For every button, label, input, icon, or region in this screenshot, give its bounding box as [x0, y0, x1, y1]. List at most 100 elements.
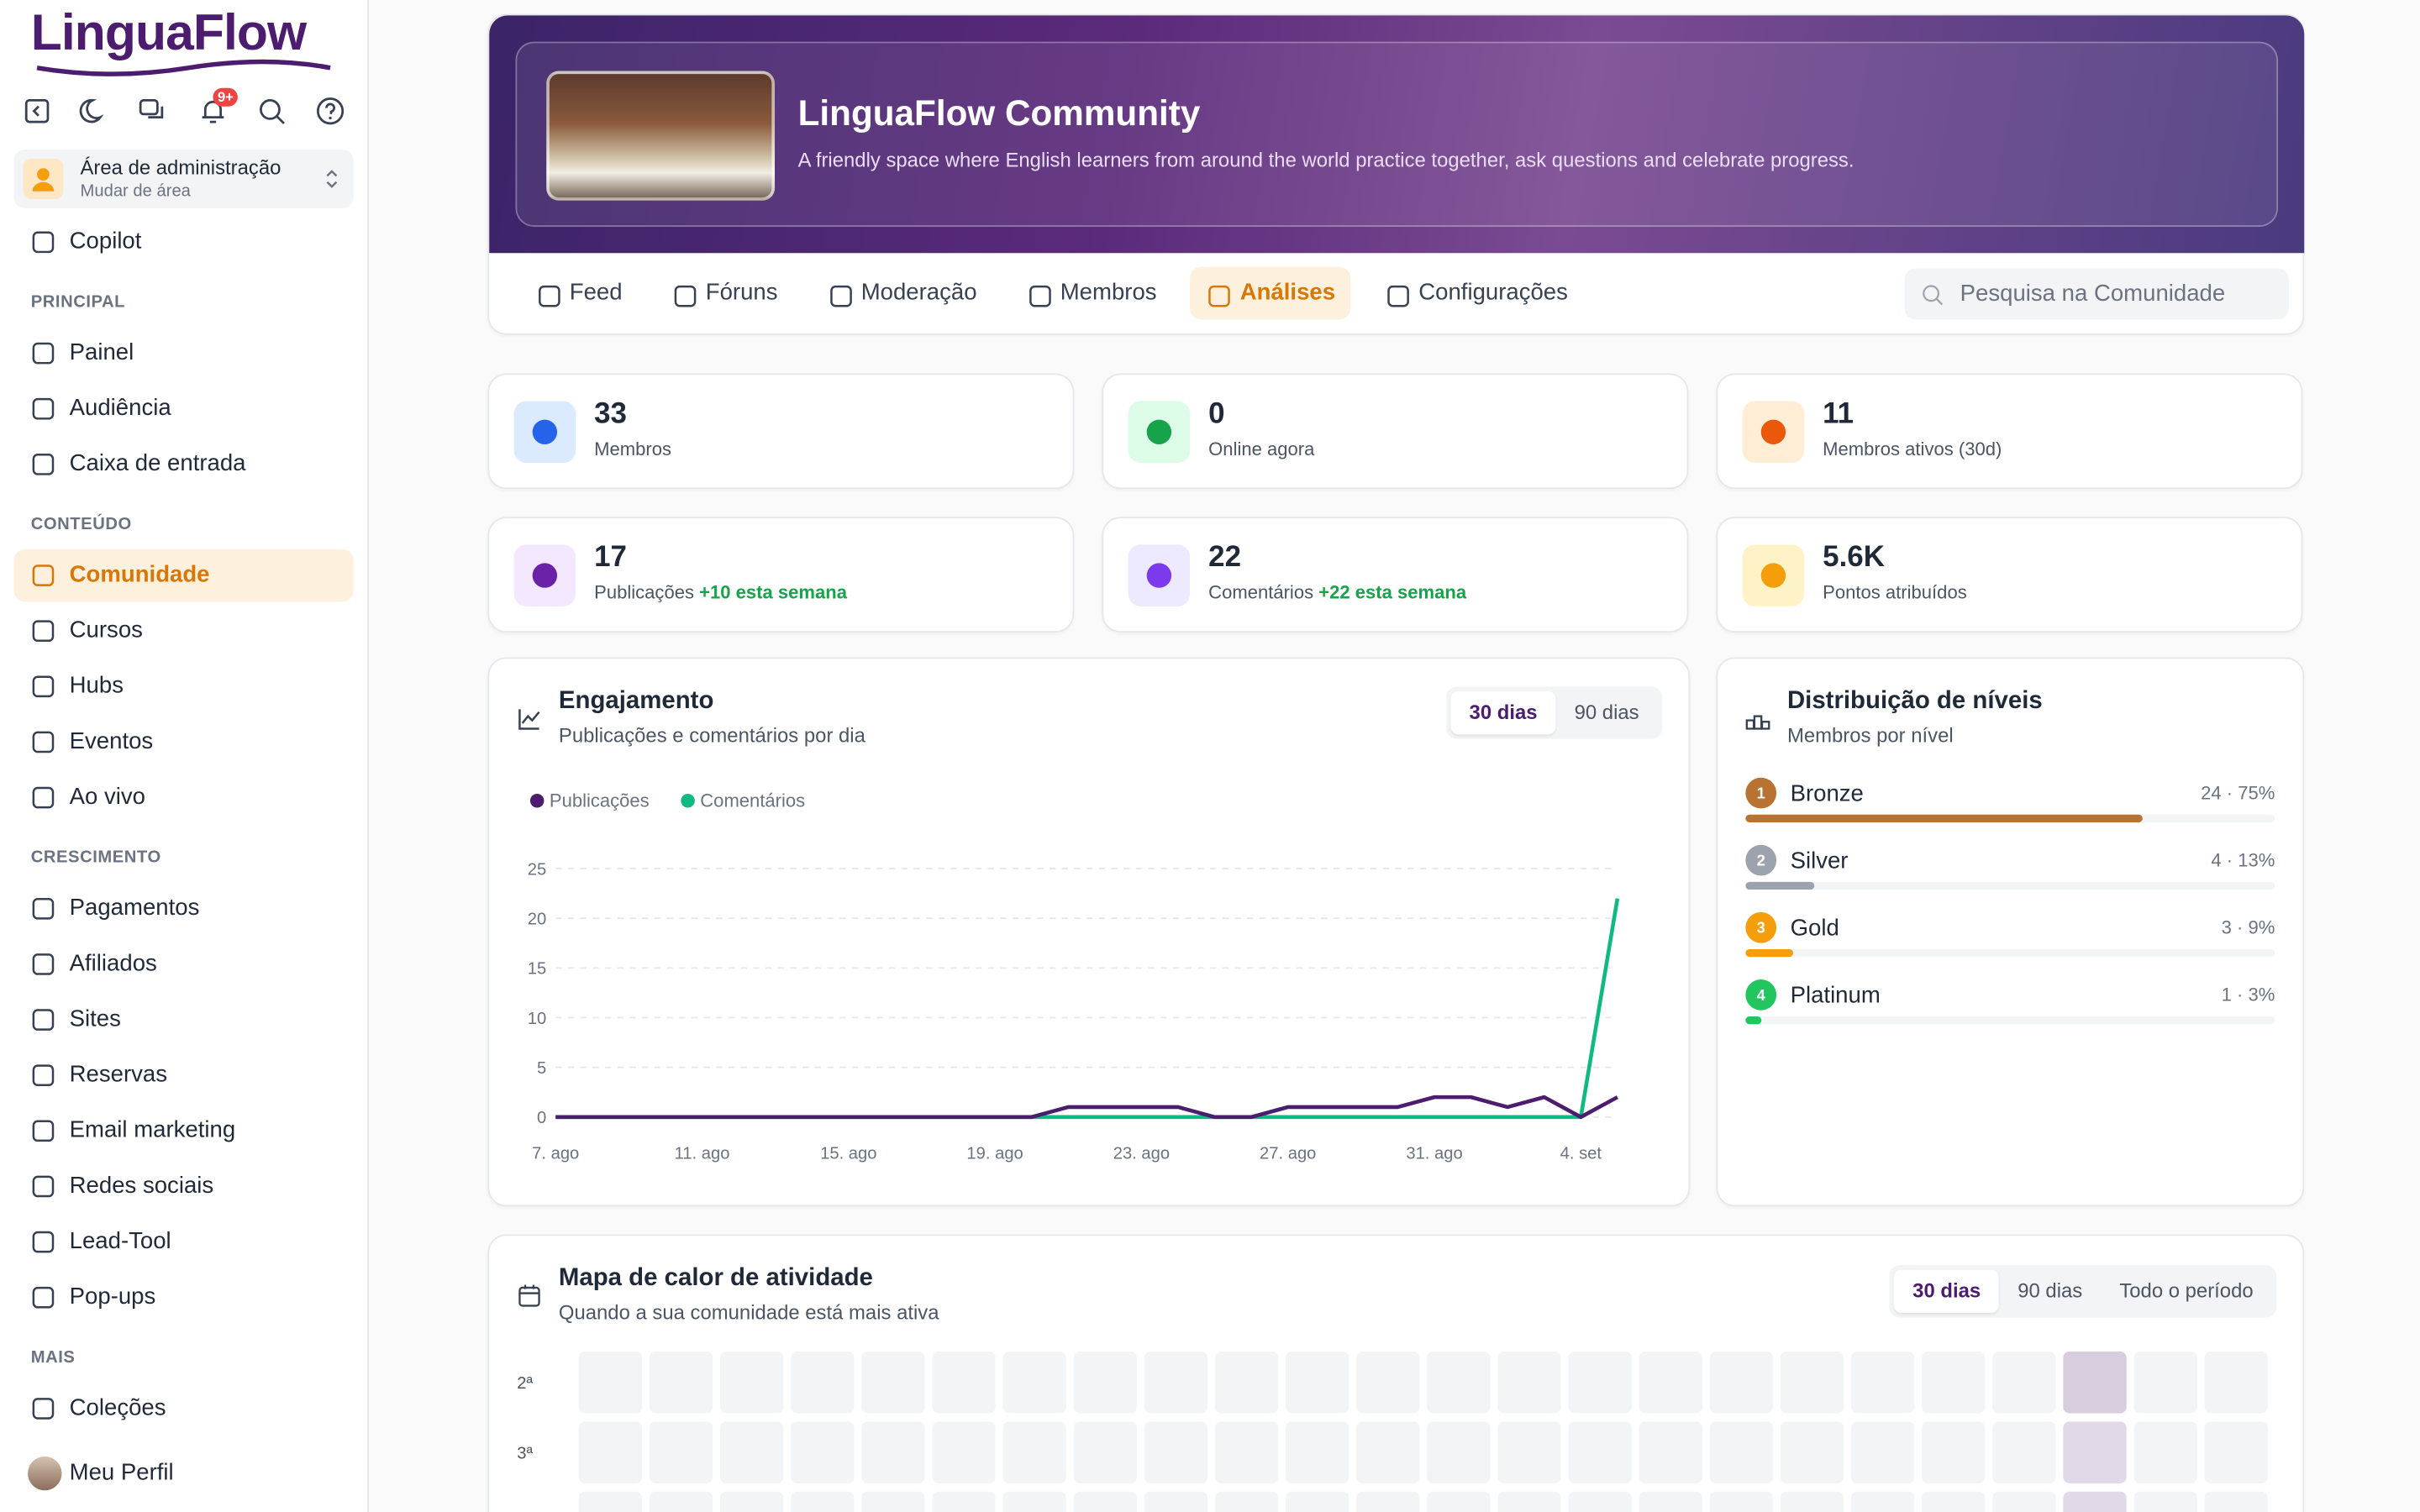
nav-item[interactable]: Hubs: [14, 660, 354, 712]
nav-item[interactable]: Copilot: [14, 216, 354, 268]
icon: [32, 1398, 55, 1420]
range-option[interactable]: 30 dias: [1894, 1269, 2000, 1314]
area-title: Área de administração: [80, 155, 281, 180]
tab-label: Membros: [1060, 279, 1157, 306]
nav-item[interactable]: Reservas: [14, 1049, 354, 1101]
calendar-icon: [518, 1284, 540, 1307]
rank-number: 2: [1757, 852, 1765, 869]
range-option[interactable]: 30 dias: [1450, 690, 1556, 735]
glyph: [1146, 563, 1172, 588]
heat-cell: [1850, 1491, 1915, 1512]
heat-cell: [1073, 1421, 1137, 1483]
heat-cell: [1002, 1351, 1066, 1414]
range-toggle: 30 dias 90 dias: [1445, 686, 1663, 739]
rank-badge: [1745, 911, 1777, 943]
area-subtitle: Mudar de área: [80, 181, 191, 201]
range-option[interactable]: Todo o período: [2119, 1278, 2254, 1303]
nav-item[interactable]: Ao vivo: [14, 771, 354, 823]
icon-shape: [32, 564, 55, 586]
nav-label: Caixa de entrada: [69, 450, 246, 477]
section-title: PRINCIPAL: [30, 292, 126, 312]
search-icon[interactable]: [256, 96, 287, 127]
collapse-icon[interactable]: [22, 96, 53, 127]
nav-label: Painel: [69, 339, 134, 366]
glyph: [532, 563, 558, 588]
heat-cell: [720, 1421, 784, 1483]
theme-icon[interactable]: [79, 96, 110, 127]
x-tick-label: 27. ago: [1260, 1144, 1316, 1163]
icon-shape: [32, 1009, 55, 1031]
stat-label-text: Membros ativos (30d): [1823, 438, 2002, 460]
stat-label: Membros ativos (30d): [1823, 438, 2002, 460]
legend-item[interactable]: Publicações: [529, 790, 650, 811]
nav-item[interactable]: Redes sociais: [14, 1160, 354, 1212]
nav-item[interactable]: Comunidade: [13, 549, 354, 602]
heat-cell: [1709, 1351, 1774, 1414]
tab[interactable]: Membros: [1011, 267, 1172, 319]
nav-item[interactable]: Caixa de entrada: [14, 438, 354, 491]
chat-icon[interactable]: [137, 96, 168, 127]
heat-cell: [861, 1421, 925, 1483]
nav-label: Reservas: [69, 1061, 168, 1088]
stat-value: 11: [1823, 397, 1854, 431]
stat-value: 17: [594, 541, 627, 575]
icon-shape: [32, 1175, 55, 1198]
icon: [32, 1009, 55, 1031]
nav-item[interactable]: Coleções: [14, 1383, 354, 1435]
icon: [32, 231, 55, 254]
nav-item[interactable]: Pagamentos: [14, 883, 354, 935]
help-icon[interactable]: [315, 96, 346, 127]
tab[interactable]: Análises: [1190, 266, 1351, 320]
heat-cell: [1073, 1351, 1137, 1414]
icon-shape: [32, 1120, 55, 1142]
profile[interactable]: Meu Perfil: [14, 1447, 354, 1499]
nav-item[interactable]: Sites: [14, 994, 354, 1046]
nav-item[interactable]: Email marketing: [14, 1105, 354, 1157]
engagement-card: Engajamento Publicações e comentários po…: [487, 657, 1691, 1207]
icon-shape: [1387, 285, 1410, 307]
icon-shape: [32, 397, 55, 420]
heat-cell: [1922, 1421, 1986, 1483]
nav-item[interactable]: Afiliados: [14, 938, 354, 990]
icon: [32, 1286, 55, 1309]
legend-item[interactable]: Comentários: [681, 790, 805, 811]
nav-item[interactable]: Painel: [14, 327, 354, 379]
tab[interactable]: Moderação: [812, 267, 992, 319]
stat-label: Comentários +22 esta semana: [1208, 581, 1466, 603]
nav-item[interactable]: Eventos: [14, 716, 354, 768]
nav-item[interactable]: Audiência: [14, 383, 354, 435]
nav-label: Afiliados: [69, 950, 157, 977]
tab[interactable]: Feed: [520, 267, 638, 319]
x-tick-label: 15. ago: [820, 1144, 876, 1163]
nav-item[interactable]: Cursos: [14, 605, 354, 657]
nav-item[interactable]: Pop-ups: [14, 1271, 354, 1323]
nav-label: Sites: [69, 1005, 121, 1032]
icon-shape: [32, 731, 55, 753]
nav-item[interactable]: Lead-Tool: [14, 1215, 354, 1268]
stat-delta: +10 esta semana: [699, 581, 848, 604]
rank-badge: [1745, 777, 1777, 809]
bar: [1745, 814, 2143, 822]
heat-cell: [1780, 1491, 1844, 1512]
search-box[interactable]: Pesquisa na Comunidade: [1904, 268, 2289, 320]
stat-glyph: [1146, 419, 1172, 444]
icon-shape: [32, 1286, 55, 1309]
stat-card: 0 Online agora: [1102, 373, 1689, 490]
stat-icon: [513, 401, 576, 464]
icon-shape: [1209, 285, 1231, 307]
icon-shape: [32, 786, 55, 809]
heat-cell: [932, 1351, 996, 1414]
nav-label: Eventos: [69, 727, 154, 755]
rank-number: 1: [1757, 785, 1765, 802]
stat-card: 33 Membros: [487, 373, 1075, 490]
icon-shape: [32, 1231, 55, 1253]
heat-cell: [2204, 1491, 2268, 1512]
icon: [1387, 285, 1410, 307]
area-switcher[interactable]: Área de administração Mudar de área: [13, 150, 354, 208]
level-name: Silver: [1791, 847, 1849, 873]
tab[interactable]: Configurações: [1369, 267, 1583, 319]
icon-shape: [1029, 285, 1051, 307]
range-option[interactable]: 90 dias: [1574, 700, 1639, 724]
range-option[interactable]: 90 dias: [2018, 1278, 2083, 1303]
tab[interactable]: Fóruns: [656, 267, 793, 319]
